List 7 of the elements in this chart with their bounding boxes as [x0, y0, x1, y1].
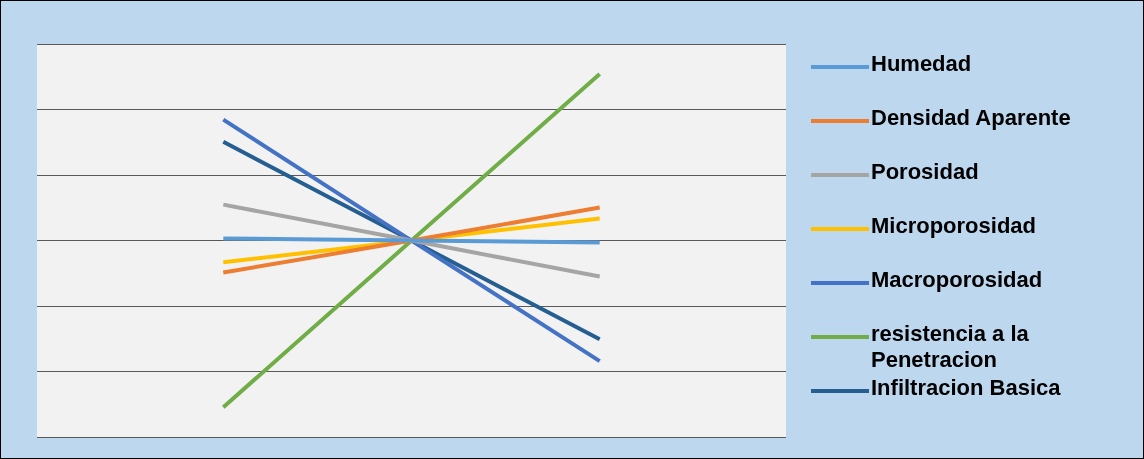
- legend-label: Porosidad: [871, 159, 979, 185]
- legend-label: Densidad Aparente: [871, 105, 1071, 131]
- legend-label: resistencia a la Penetracion: [871, 321, 1030, 373]
- legend-label: Humedad: [871, 51, 972, 77]
- legend-label: Microporosidad: [871, 213, 1037, 239]
- legend-label: Macroporosidad: [871, 267, 1043, 293]
- legend-label: Infiltracion Basica: [871, 375, 1061, 401]
